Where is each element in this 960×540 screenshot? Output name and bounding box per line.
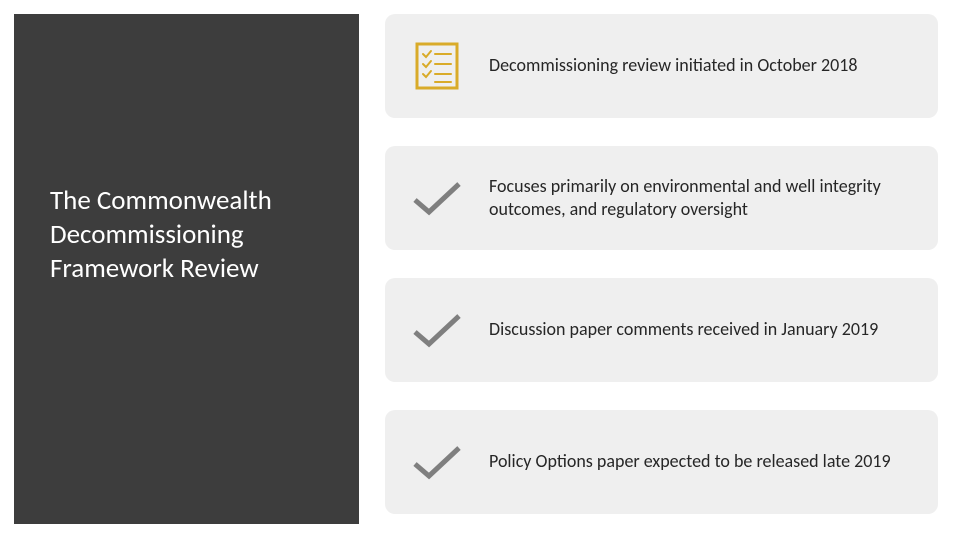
card-2: Focuses primarily on environmental and w… [385, 146, 938, 250]
card-4: Policy Options paper expected to be rele… [385, 410, 938, 514]
cards-column: Decommissioning review initiated in Octo… [359, 0, 960, 540]
card-2-text: Focuses primarily on environmental and w… [471, 175, 910, 222]
card-3: Discussion paper comments received in Ja… [385, 278, 938, 382]
check-icon [403, 442, 471, 482]
card-4-text: Policy Options paper expected to be rele… [471, 450, 910, 473]
check-icon [403, 310, 471, 350]
left-panel: The Commonwealth Decommissioning Framewo… [14, 14, 359, 524]
check-icon [403, 178, 471, 218]
card-3-text: Discussion paper comments received in Ja… [471, 318, 910, 341]
slide: The Commonwealth Decommissioning Framewo… [0, 0, 960, 540]
checklist-icon [403, 42, 471, 90]
card-1-text: Decommissioning review initiated in Octo… [471, 54, 910, 77]
slide-title: The Commonwealth Decommissioning Framewo… [50, 184, 339, 285]
card-1: Decommissioning review initiated in Octo… [385, 14, 938, 118]
